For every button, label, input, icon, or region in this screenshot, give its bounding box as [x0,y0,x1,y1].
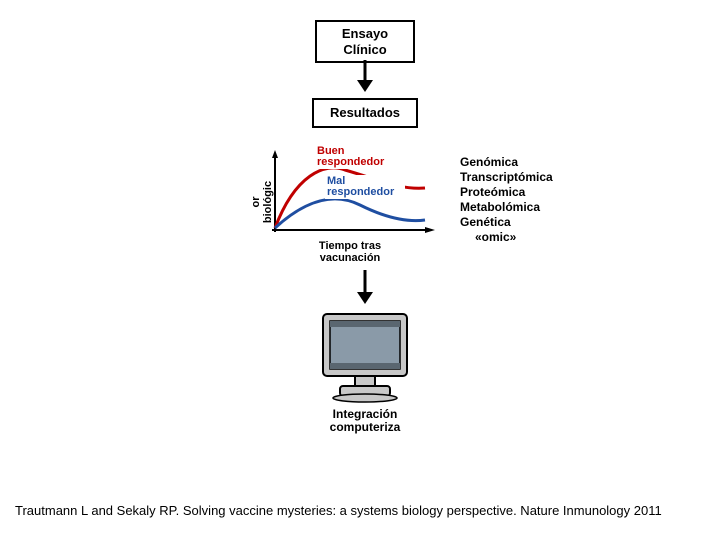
omics-item: Proteómica [460,185,590,200]
citation-text: Trautmann L and Sekaly RP. Solving vacci… [15,503,665,520]
ensayo-clinico-box: EnsayoClínico [315,20,415,63]
omics-item: Metabolómica [460,200,590,215]
x-axis-label: Tiempo trasvacunación [300,240,400,264]
computer-monitor-icon [315,310,415,405]
good-responder-label: Buenrespondedor [315,145,405,169]
resultados-box: Resultados [312,98,418,128]
omics-accent: «omic» [460,230,590,245]
integration-label: Integracióncomputeriza [305,408,425,434]
omics-item: Transcriptómica [460,170,590,185]
bad-responder-curve [275,199,425,228]
y-axis-label: orbiológic [250,162,274,242]
response-chart: orbiológic Buenrespondedor Malrespondedo… [240,150,440,260]
omics-item: Genética [460,215,590,230]
omics-item: Genómica [460,155,590,170]
omics-list: Genómica Transcriptómica Proteómica Meta… [460,155,590,245]
bad-responder-label: Malrespondedor [325,175,405,199]
arrow-2 [355,270,375,306]
arrow-1 [355,60,375,94]
